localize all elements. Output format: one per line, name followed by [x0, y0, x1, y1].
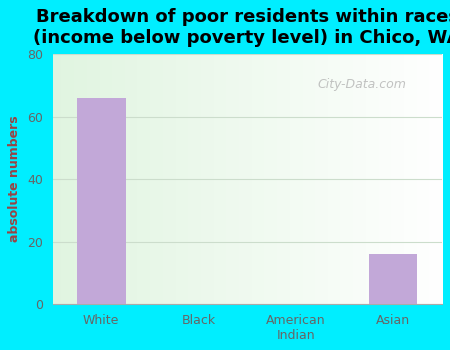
Bar — [77, 98, 126, 304]
Bar — [369, 254, 417, 304]
Title: Breakdown of poor residents within races
(income below poverty level) in Chico, : Breakdown of poor residents within races… — [33, 8, 450, 47]
Text: City-Data.com: City-Data.com — [317, 78, 406, 91]
Y-axis label: absolute numbers: absolute numbers — [9, 116, 21, 243]
